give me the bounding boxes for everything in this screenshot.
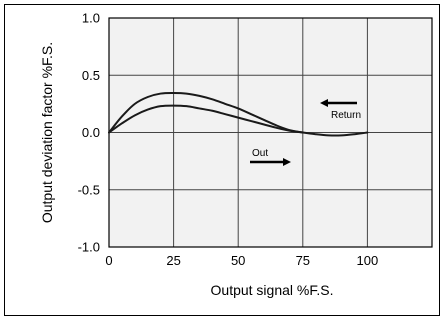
y-tick-label: 0.0 [82, 125, 100, 140]
return-label: Return [331, 110, 361, 121]
out-arrow-icon-head [283, 158, 291, 166]
series-line-out [108, 104, 369, 137]
series-line-return [108, 91, 304, 134]
x-tick-label: 75 [296, 253, 310, 268]
y-tick-label: 0.5 [82, 68, 100, 83]
y-axis-label: Output deviation factor %F.S. [39, 42, 55, 223]
y-tick-label: -1.0 [78, 240, 100, 255]
x-tick-label: 50 [231, 253, 245, 268]
x-tick-label: 100 [357, 253, 379, 268]
x-tick-label: 25 [166, 253, 180, 268]
y-tick-label: 1.0 [82, 11, 100, 26]
x-axis-label: Output signal %F.S. [211, 282, 334, 298]
x-tick-label: 0 [105, 253, 112, 268]
out-label: Out [252, 148, 268, 159]
return-arrow-icon-head [320, 99, 328, 107]
y-tick-label: -0.5 [78, 182, 100, 197]
